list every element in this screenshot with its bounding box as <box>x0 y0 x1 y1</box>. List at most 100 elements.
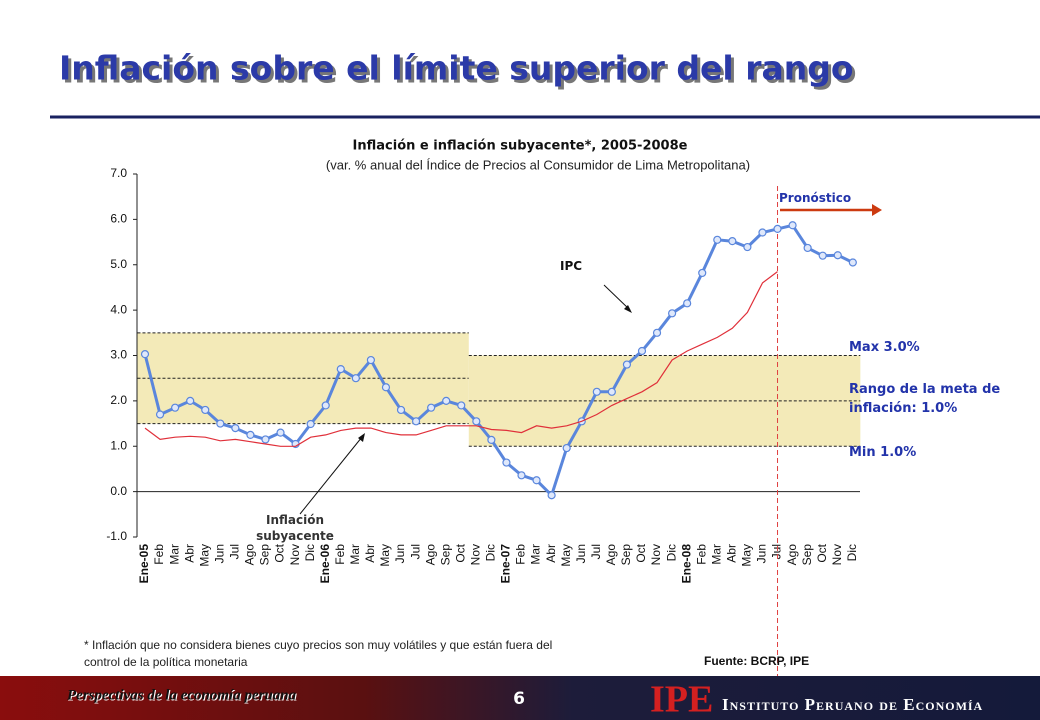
point <box>457 401 466 410</box>
footnote: * Inflación que no considera bienes cuyo… <box>84 638 553 669</box>
point <box>683 299 692 308</box>
point <box>547 491 556 500</box>
point <box>803 243 812 253</box>
x-tick-label: Ene-08 <box>679 544 693 584</box>
x-tick-label: Jul <box>228 544 242 559</box>
point <box>201 405 210 415</box>
footer-left: Perspectivas de la economía peruana <box>67 687 297 703</box>
point <box>743 242 752 252</box>
x-tick-label: Ago <box>243 544 257 566</box>
point <box>171 403 180 412</box>
core-arrow-head <box>358 433 365 442</box>
x-tick-label: Oct <box>815 543 829 562</box>
y-tick-label: 1.0 <box>110 438 127 452</box>
point <box>532 476 541 485</box>
x-tick-label: Dic <box>484 544 498 561</box>
x-tick-label: Mar <box>167 544 181 565</box>
point <box>502 458 511 467</box>
x-tick-label: Oct <box>273 543 287 562</box>
x-tick-label: Dic <box>845 544 859 561</box>
x-tick-label: Ago <box>785 544 799 566</box>
x-tick-label: May <box>740 544 754 567</box>
title-shadow: Inflación sobre el límite superior del r… <box>62 52 857 91</box>
max-label: Max 3.0% <box>849 340 920 355</box>
point <box>306 419 315 429</box>
x-tick-label: Feb <box>694 544 708 565</box>
x-tick-label: Sep <box>619 544 633 566</box>
series-line <box>144 271 778 447</box>
point <box>622 360 632 369</box>
point <box>155 410 165 419</box>
x-tick-label: Sep <box>438 544 452 566</box>
point <box>848 258 857 267</box>
point <box>788 221 797 230</box>
page-number: 6 <box>513 689 525 709</box>
footer-bar <box>0 676 1040 720</box>
x-tick-label: Ene-07 <box>499 544 513 584</box>
point <box>698 268 707 278</box>
point <box>472 417 481 426</box>
y-tick-label: 7.0 <box>110 166 127 180</box>
point <box>713 235 722 244</box>
x-tick-label: Dic <box>664 544 678 561</box>
x-tick-label: Abr <box>544 544 558 563</box>
point <box>592 387 601 396</box>
ipc-arrow <box>603 284 631 311</box>
point <box>321 401 330 410</box>
core-label: Inflación subyacente <box>256 513 334 543</box>
x-tick-label: May <box>378 544 392 567</box>
x-tick-label: Sep <box>800 544 814 566</box>
point <box>517 471 526 480</box>
x-tick-label: Dic <box>303 544 317 561</box>
point <box>637 346 647 356</box>
point <box>487 435 496 444</box>
point <box>381 383 391 392</box>
point <box>652 328 662 337</box>
point <box>351 374 360 383</box>
source: Fuente: BCRP, IPE <box>704 654 810 668</box>
point <box>773 224 782 234</box>
x-tick-label: Jul <box>408 544 422 559</box>
ipc-label: IPC <box>560 259 583 273</box>
forecast-arrow-head <box>872 204 882 216</box>
point <box>442 396 451 405</box>
x-tick-label: Nov <box>830 544 844 565</box>
y-tick-label: 2.0 <box>110 393 127 407</box>
x-tick-label: Ago <box>604 544 618 566</box>
y-tick-label: -1.0 <box>106 529 127 543</box>
ipc-arrow-head <box>624 305 632 313</box>
point <box>261 435 270 444</box>
point <box>246 430 255 440</box>
point <box>427 403 436 412</box>
x-tick-label: Mar <box>529 544 543 565</box>
forecast-label: Pronóstico <box>779 191 852 205</box>
point <box>216 419 225 428</box>
core-arrow <box>299 436 363 515</box>
point <box>833 251 842 260</box>
x-tick-label: Mar <box>709 544 723 565</box>
point <box>667 309 677 318</box>
point <box>411 417 421 426</box>
chart-title: Inflación e inflación subyacente*, 2005-… <box>353 139 688 154</box>
x-tick-label: Jul <box>770 544 784 559</box>
x-tick-label: Feb <box>514 544 528 565</box>
footer-left-shadow: Perspectivas de la economía peruana <box>68 688 298 704</box>
x-tick-label: Ene-06 <box>318 544 332 584</box>
x-tick-label: Abr <box>363 544 377 563</box>
point <box>728 237 737 246</box>
x-tick-label: Ago <box>423 544 437 566</box>
x-tick-label: Feb <box>152 544 166 565</box>
point <box>366 355 375 365</box>
point <box>231 424 240 433</box>
range-label: Rango de la meta de inflación: 1.0% <box>849 382 1001 416</box>
x-tick-label: Mar <box>348 544 362 565</box>
x-tick-label: Oct <box>453 543 467 562</box>
x-tick-label: Abr <box>182 544 196 563</box>
y-tick-label: 3.0 <box>110 348 127 362</box>
y-tick-label: 5.0 <box>110 257 127 271</box>
x-tick-label: Nov <box>288 544 302 565</box>
point <box>276 428 285 437</box>
x-tick-label: May <box>559 544 573 567</box>
x-tick-label: Abr <box>725 544 739 563</box>
